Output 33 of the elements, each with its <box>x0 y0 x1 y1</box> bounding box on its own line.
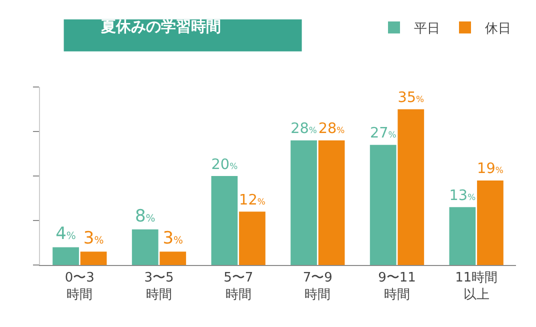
data-label: 4% <box>56 224 76 244</box>
data-label: 20% <box>211 156 238 173</box>
data-label: 28% <box>290 121 317 138</box>
x-tick-label: 7〜9時間 <box>302 270 332 302</box>
data-label: 13% <box>449 188 476 204</box>
data-label: 19% <box>477 161 504 178</box>
legend-label: 休日 <box>485 22 511 37</box>
data-label: 8% <box>134 206 156 226</box>
data-label: 3% <box>83 228 104 249</box>
bar <box>52 247 79 265</box>
bar <box>370 144 396 265</box>
data-label: 3% <box>162 228 184 249</box>
bar <box>160 252 186 265</box>
x-tick-label: 9〜11時間 <box>378 270 416 302</box>
x-tick-label: 5〜7時間 <box>224 270 254 302</box>
x-tick-label: 3〜5時間 <box>144 270 174 302</box>
chart-title: 夏休みの学習時間 <box>100 18 221 36</box>
data-label: 28% <box>318 121 345 138</box>
bar <box>132 229 158 265</box>
x-tick-label: 11時間以上 <box>455 270 498 302</box>
bar <box>239 212 266 265</box>
data-label: 27% <box>370 126 396 142</box>
data-label: 35% <box>398 90 424 106</box>
bar <box>80 252 107 265</box>
legend-label: 平日 <box>414 22 440 37</box>
bar <box>290 140 317 265</box>
bar <box>398 109 424 265</box>
data-label: 12% <box>239 192 266 208</box>
bar <box>318 140 345 265</box>
bar <box>449 207 476 265</box>
x-tick-label: 0〜3時間 <box>64 270 94 302</box>
bar <box>211 176 238 265</box>
bar <box>477 180 504 265</box>
